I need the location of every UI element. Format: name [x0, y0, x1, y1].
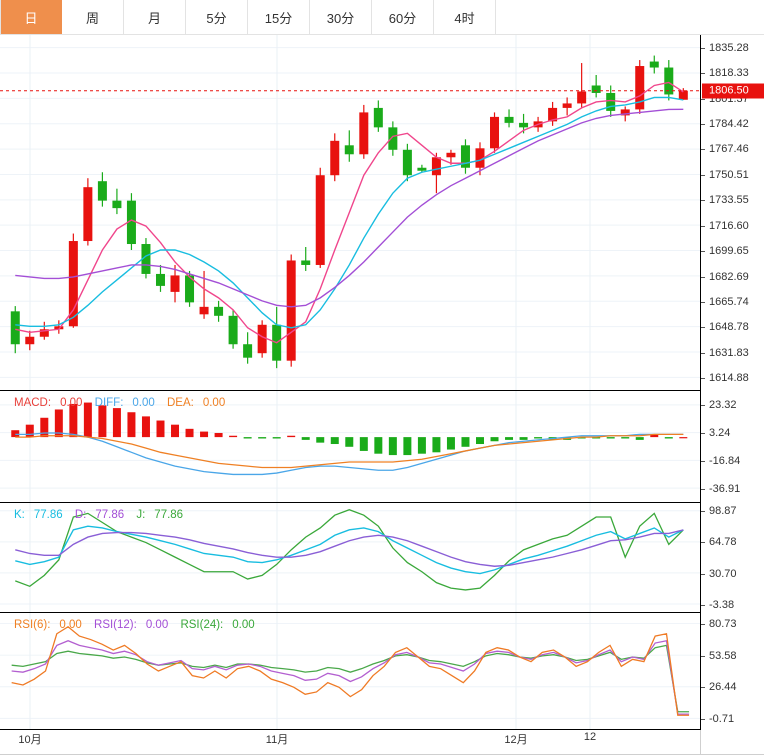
price-axis-tick-label: 1784.42 — [709, 118, 749, 130]
tab-30min[interactable]: 30分 — [310, 0, 372, 34]
kdj-plot — [0, 503, 700, 612]
price-axis-tick-label: 1648.78 — [709, 321, 749, 334]
time-axis-label: 12月 — [504, 734, 528, 746]
macd-axis-tick — [701, 405, 705, 406]
price-axis-tick-label: 1716.60 — [709, 219, 749, 232]
price-axis-tick-label: 1665.74 — [709, 296, 749, 308]
rsi-plot — [0, 613, 700, 729]
macd-axis-tick-label: -36.91 — [709, 483, 741, 495]
rsi-chart-pane[interactable] — [0, 613, 700, 730]
price-axis-tick — [701, 149, 705, 151]
macd-plot — [0, 391, 700, 502]
time-axis-divider — [700, 730, 701, 755]
price-axis: 1835.28 1818.33 1801.37 1784.42 1767.46 1750.… — [700, 35, 764, 391]
price-axis-tick — [701, 352, 705, 354]
price-axis-tick — [701, 378, 705, 380]
candlestick-plot — [0, 35, 700, 390]
macd-axis: 23.32 3.24 -16.84 -36.91 — [700, 391, 764, 503]
rsi-axis-tick-label: 53.58 — [709, 649, 737, 662]
macd-axis-tick-label: 3.24 — [709, 427, 731, 439]
price-axis-tick — [701, 47, 705, 49]
timeframe-tabbar: 日 周 月 5分 15分 30分 60分 4时 — [0, 0, 764, 35]
price-axis-tick — [701, 98, 705, 100]
kdj-axis: 98.87 64.78 30.70 -3.38 — [700, 503, 764, 613]
rsi-axis-tick — [701, 687, 705, 689]
price-axis-tick — [701, 302, 705, 303]
price-axis-tick — [701, 276, 705, 278]
rsi-axis-tick — [701, 623, 705, 625]
macd-axis-tick — [701, 433, 705, 434]
kdj-axis-tick-label: 64.78 — [709, 536, 737, 549]
tab-month[interactable]: 月 — [124, 0, 186, 34]
price-axis-tick-label: 1682.69 — [709, 270, 749, 283]
kdj-chart-pane[interactable] — [0, 503, 700, 613]
price-axis-tick-label: 1614.88 — [709, 372, 749, 385]
rsi-axis-tick — [701, 655, 705, 657]
kdj-axis-tick — [701, 604, 705, 606]
time-axis: 10月 11月 12月 12 — [0, 730, 764, 755]
kdj-axis-tick — [701, 573, 705, 575]
rsi-axis-tick-label: -0.71 — [709, 713, 735, 726]
tab-4hour[interactable]: 4时 — [434, 0, 496, 34]
kdj-axis-tick-label: 30.70 — [709, 567, 737, 580]
price-axis-tick-label: 1767.46 — [709, 143, 749, 156]
kdj-axis-tick-label: 98.87 — [709, 504, 737, 517]
kdj-axis-tick — [701, 510, 705, 512]
price-axis-tick — [701, 124, 705, 125]
macd-axis-tick — [701, 489, 705, 490]
price-axis-tick — [701, 225, 705, 227]
tab-60min[interactable]: 60分 — [372, 0, 434, 34]
price-axis-tick-label: 1750.51 — [709, 168, 749, 181]
tab-day[interactable]: 日 — [0, 0, 62, 34]
rsi-axis: 80.73 53.58 26.44 -0.71 — [700, 613, 764, 730]
time-axis-label: 11月 — [265, 734, 289, 746]
rsi-axis-tick-label: 26.44 — [709, 681, 737, 694]
tabbar-filler — [496, 0, 764, 34]
price-axis-tick-label: 1818.33 — [709, 67, 749, 80]
price-axis-tick — [701, 73, 705, 75]
price-axis-tick — [701, 174, 705, 176]
time-axis-label: 12 — [583, 731, 597, 743]
last-price-badge: 1806.50 — [702, 83, 764, 99]
price-axis-tick-label: 1733.55 — [709, 194, 749, 207]
price-axis-tick-label: 1835.28 — [709, 41, 749, 54]
price-chart-pane[interactable] — [0, 35, 700, 391]
macd-axis-tick-label: -16.84 — [709, 455, 741, 467]
macd-chart-pane[interactable] — [0, 391, 700, 503]
rsi-axis-tick — [701, 719, 705, 721]
tab-5min[interactable]: 5分 — [186, 0, 248, 34]
macd-axis-tick-label: 23.32 — [709, 399, 737, 411]
tab-15min[interactable]: 15分 — [248, 0, 310, 34]
price-axis-tick — [701, 327, 705, 329]
time-axis-label: 10月 — [18, 734, 42, 746]
price-axis-tick — [701, 251, 705, 253]
macd-axis-tick — [701, 461, 705, 462]
tab-week[interactable]: 周 — [62, 0, 124, 34]
kdj-axis-tick-label: -3.38 — [709, 598, 735, 611]
price-axis-tick-label: 1631.83 — [709, 346, 749, 359]
rsi-axis-tick-label: 80.73 — [709, 617, 737, 630]
kdj-axis-tick — [701, 542, 705, 544]
price-axis-tick-label: 1699.65 — [709, 245, 749, 258]
price-axis-tick — [701, 200, 705, 202]
